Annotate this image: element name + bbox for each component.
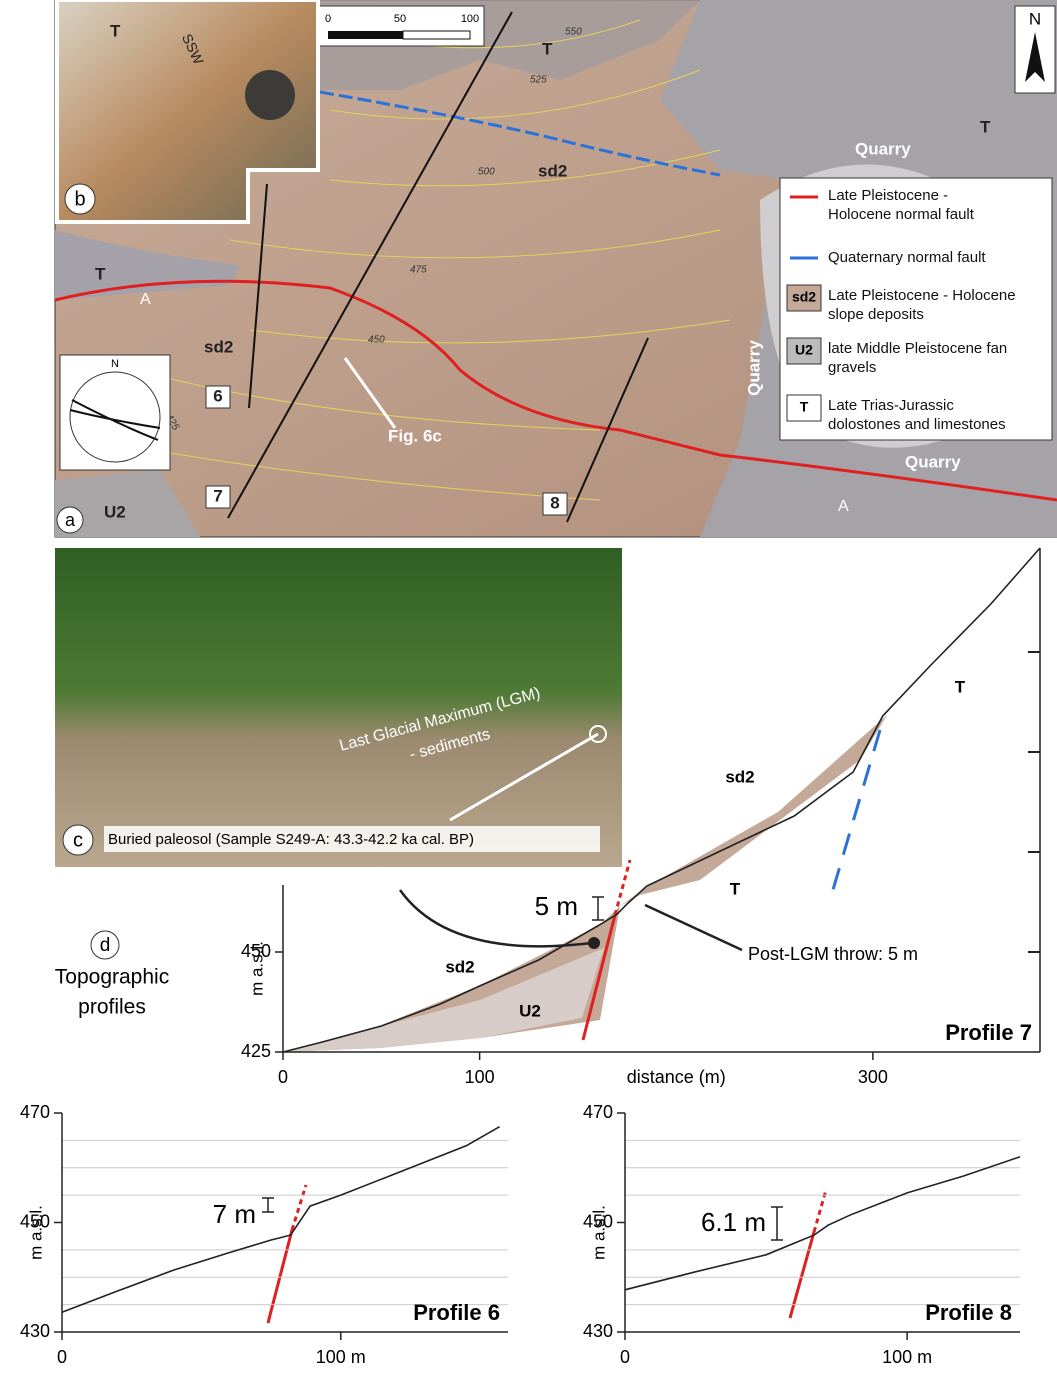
throw-bar <box>771 1207 783 1240</box>
throw-label: 5 m <box>535 891 578 921</box>
photo-unit: T <box>110 21 121 40</box>
x-tick-label: 100 m <box>882 1347 932 1367</box>
legend-symbol: sd2 <box>792 289 816 305</box>
y-axis-label: m a.s.l. <box>26 1205 45 1260</box>
y-tick-label: 470 <box>583 1102 613 1122</box>
unit-label: sd2 <box>204 337 233 356</box>
panel-label: b <box>74 188 85 210</box>
unit-label: sd2 <box>445 957 474 976</box>
throw-arrow <box>645 905 742 950</box>
x-tick-label: 0 <box>278 1067 288 1087</box>
callout: Fig. 6c <box>388 426 442 445</box>
profile-line <box>625 1157 1020 1290</box>
unit-label: sd2 <box>725 767 754 786</box>
y-tick-label: 470 <box>20 1102 50 1122</box>
unit-label: T <box>730 879 741 898</box>
unit-label: T <box>95 264 106 283</box>
legend-label: Holocene normal fault <box>828 206 975 223</box>
scale-label: 50 <box>394 13 406 25</box>
panel-label: c <box>73 829 83 851</box>
photo-c <box>55 548 622 867</box>
unit-label: T <box>955 677 966 696</box>
fault <box>268 1230 292 1323</box>
panel-label: d <box>100 935 111 956</box>
legend-label: gravels <box>828 359 876 376</box>
sample-point <box>588 937 600 949</box>
fault-projection <box>814 1190 826 1232</box>
legend-label: Late Pleistocene - Holocene <box>828 287 1016 304</box>
marker-label: A <box>838 498 849 515</box>
scale-bar <box>403 31 470 39</box>
legend-symbol: T <box>800 399 809 415</box>
marker-label: A <box>140 291 151 308</box>
profile-number: 6 <box>213 386 222 405</box>
unit-label: U2 <box>104 502 126 521</box>
legend-label: Late Trias-Jurassic <box>828 397 954 414</box>
quarry-label: Quarry <box>905 452 961 471</box>
unit-label: T <box>980 117 991 136</box>
legend-label: late Middle Pleistocene fan <box>828 340 1007 357</box>
x-axis-label: distance (m) <box>627 1067 726 1087</box>
y-tick-label: 425 <box>241 1041 271 1061</box>
y-tick-label: 430 <box>20 1321 50 1341</box>
legend: Late Pleistocene - Holocene normal fault Q… <box>780 178 1052 440</box>
unit-label: sd2 <box>538 161 567 180</box>
photo-figure <box>245 70 295 120</box>
contour-label: 525 <box>530 75 547 86</box>
sd2-fill <box>620 715 887 906</box>
x-tick-label: 0 <box>620 1347 630 1367</box>
scale-label: 0 <box>325 13 331 25</box>
x-tick-label: 0 <box>57 1347 67 1367</box>
legend-symbol: U2 <box>795 342 813 358</box>
y-tick-label: 430 <box>583 1321 613 1341</box>
figure: 550 525 500 475 450 425 6 7 8 T T T sd2 … <box>0 0 1057 1373</box>
throw-label: 7 m <box>213 1199 256 1229</box>
y-axis-label: m a.s.l. <box>589 1205 608 1260</box>
panel-title: profiles <box>78 996 146 1019</box>
contour-label: 475 <box>410 265 427 276</box>
north: N <box>1029 9 1041 28</box>
x-tick-label: 100 m <box>316 1347 366 1367</box>
legend-label: slope deposits <box>828 306 924 323</box>
x-tick-label: 100 <box>465 1067 495 1087</box>
throw-label: 6.1 m <box>701 1207 766 1237</box>
unit-label: U2 <box>519 1001 541 1020</box>
scale-label: 100 <box>461 13 479 25</box>
profile-title: Profile 6 <box>413 1300 500 1325</box>
legend-label: Late Pleistocene - <box>828 187 948 204</box>
legend-label: dolostones and limestones <box>828 416 1006 433</box>
panel-title: Topographic <box>55 966 169 989</box>
x-tick-label: 300 <box>858 1067 888 1087</box>
scale-bar <box>328 31 403 39</box>
quarry-label: Quarry <box>744 340 763 396</box>
legend-label: Quaternary normal fault <box>828 249 986 266</box>
unit-label: T <box>542 39 553 58</box>
contour-label: 450 <box>368 335 385 346</box>
throw-bar <box>262 1198 274 1212</box>
profile-number: 8 <box>550 493 559 512</box>
contour-label: 500 <box>478 167 495 178</box>
throw-bar <box>592 897 604 920</box>
y-axis-label: m a.s.l. <box>247 941 266 996</box>
stereonet-north: N <box>111 358 119 370</box>
contour-label: 550 <box>565 27 582 38</box>
annotation: Post-LGM throw: 5 m <box>748 944 918 964</box>
fault-projection <box>615 860 630 915</box>
panel-label: a <box>65 510 76 530</box>
profile-title: Profile 8 <box>925 1300 1012 1325</box>
photo-caption: Buried paleosol (Sample S249-A: 43.3-42.… <box>108 831 474 848</box>
quarry-label: Quarry <box>855 139 911 158</box>
profile-number: 7 <box>213 486 222 505</box>
profile-title: Profile 7 <box>945 1020 1032 1045</box>
